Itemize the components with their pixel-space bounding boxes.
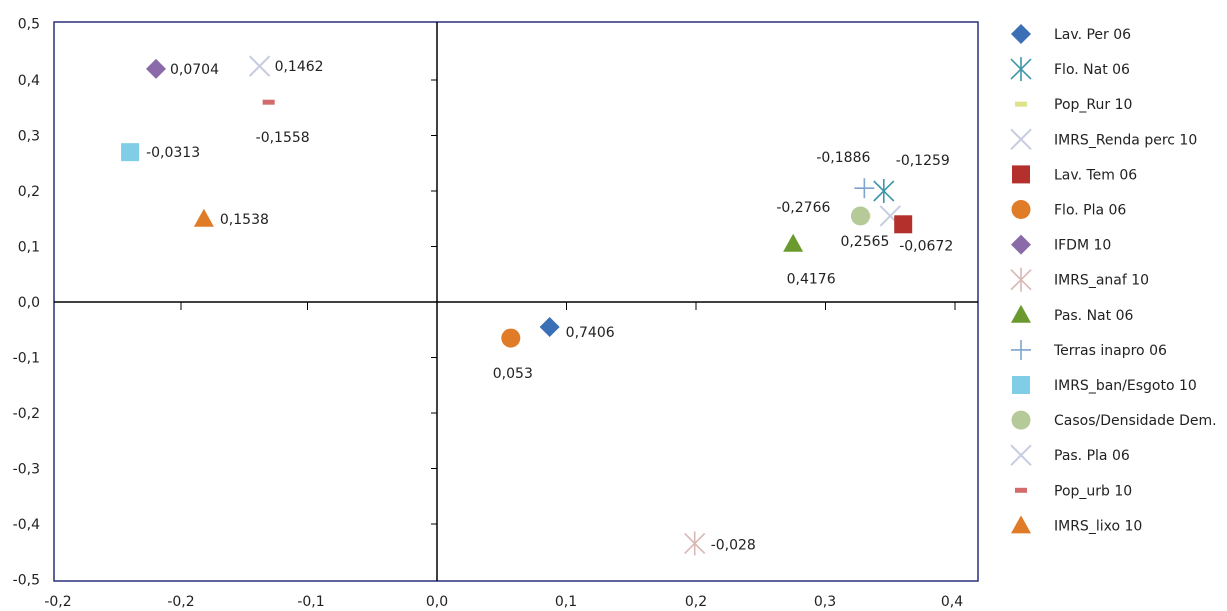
legend-marker-pop-urb-10 bbox=[1015, 487, 1027, 493]
legend: Lav. Per 06 Flo. Nat 06 Pop_Rur 10 IMRS_Ren… bbox=[1010, 24, 1217, 534]
legend-label-lav-tem-06: Lav. Tem 06 bbox=[1054, 167, 1137, 183]
data-label-casos-densidade-dem: 0,2565 bbox=[840, 234, 889, 250]
legend-label-flo-nat-06: Flo. Nat 06 bbox=[1054, 62, 1130, 78]
x-tick-label: -0,1 bbox=[297, 594, 324, 610]
legend-marker-terras-inapro-06 bbox=[1011, 339, 1031, 360]
legend-label-flo-pla-06: Flo. Pla 06 bbox=[1054, 203, 1126, 219]
point-flo-pla-06 bbox=[501, 328, 521, 348]
legend-label-lav-per-06: Lav. Per 06 bbox=[1054, 27, 1131, 43]
x-tick-label: 0,2 bbox=[685, 594, 707, 610]
data-label-imrs-lixo-10: 0,1538 bbox=[220, 212, 269, 228]
data-label-pas-nat-06: 0,4176 bbox=[787, 272, 836, 288]
point-ifdm-10 bbox=[145, 58, 166, 79]
legend-label-imrs-lixo-10: IMRS_lixo 10 bbox=[1054, 518, 1142, 534]
legend-marker-casos-densidade-dem bbox=[1011, 410, 1031, 430]
x-tick-label: -0,2 bbox=[167, 594, 194, 610]
point-terras-inapro-06 bbox=[854, 178, 875, 199]
legend-marker-imrs-ban-esgoto-10 bbox=[1012, 376, 1030, 394]
legend-marker-imrs-anaf-10 bbox=[1010, 267, 1032, 292]
y-tick-label: 0,1 bbox=[18, 240, 40, 256]
point-imrs-ban-esgoto-10 bbox=[121, 143, 140, 162]
legend-marker-pas-nat-06 bbox=[1011, 304, 1031, 323]
y-tick-label: 0,0 bbox=[18, 295, 40, 311]
legend-marker-imrs-lixo-10 bbox=[1011, 515, 1031, 534]
data-label-flo-pla-06: 0,053 bbox=[493, 366, 533, 382]
x-tick-label: 0,4 bbox=[941, 594, 963, 610]
point-lav-per-06 bbox=[539, 316, 560, 337]
legend-label-casos-densidade-dem: Casos/Densidade Dem. bbox=[1054, 413, 1217, 429]
legend-label-pas-nat-06: Pas. Nat 06 bbox=[1054, 308, 1133, 324]
point-pop-urb-10 bbox=[262, 99, 275, 105]
x-tick-label: -0,2 bbox=[44, 594, 71, 610]
data-label-lav-per-06: 0,7406 bbox=[566, 325, 615, 341]
x-tick-label: 0,3 bbox=[814, 594, 836, 610]
legend-marker-imrs-renda-perc-10 bbox=[1010, 128, 1032, 151]
y-tick-label: -0,2 bbox=[13, 406, 40, 422]
point-lav-tem-06 bbox=[894, 215, 913, 234]
data-label-ifdm-10: 0,0704 bbox=[170, 62, 219, 78]
legend-label-imrs-anaf-10: IMRS_anaf 10 bbox=[1054, 273, 1149, 289]
legend-label-pas-pla-06: Pas. Pla 06 bbox=[1054, 448, 1130, 464]
data-label-flo-nat-06: -0,1259 bbox=[896, 153, 950, 169]
legend-label-pop-rur-10: Pop_Rur 10 bbox=[1054, 97, 1132, 113]
point-imrs-lixo-10 bbox=[193, 208, 214, 227]
data-label-pop-urb-10: -0,1558 bbox=[256, 130, 310, 146]
legend-marker-lav-tem-06 bbox=[1012, 165, 1030, 184]
y-tick-label: -0,3 bbox=[13, 462, 40, 478]
y-tick-label: 0,5 bbox=[18, 17, 40, 33]
legend-marker-flo-pla-06 bbox=[1011, 200, 1031, 219]
legend-label-ifdm-10: IFDM 10 bbox=[1054, 238, 1111, 254]
x-tick-label: 0,0 bbox=[426, 594, 448, 610]
y-tick-label: 0,3 bbox=[18, 129, 40, 145]
y-tick-label: 0,2 bbox=[18, 184, 40, 200]
legend-label-imrs-renda-perc-10: IMRS_Renda perc 10 bbox=[1054, 132, 1197, 148]
point-casos-densidade-dem bbox=[850, 206, 870, 226]
annotation-label: -0,2766 bbox=[776, 200, 830, 216]
legend-marker-pas-pla-06 bbox=[1010, 444, 1032, 466]
y-tick-label: -0,4 bbox=[13, 517, 40, 533]
y-tick-label: -0,1 bbox=[13, 351, 40, 367]
legend-marker-ifdm-10 bbox=[1011, 234, 1031, 255]
data-label-lav-tem-06: -0,0672 bbox=[899, 238, 953, 254]
data-label-pas-pla-06: 0,1462 bbox=[275, 59, 324, 75]
data-label-imrs-anaf-10: -0,028 bbox=[711, 537, 756, 553]
point-flo-nat-06 bbox=[873, 179, 895, 203]
legend-label-pop-urb-10: Pop_urb 10 bbox=[1054, 483, 1132, 499]
point-imrs-anaf-10 bbox=[684, 531, 706, 556]
data-label-terras-inapro-06: -0,1886 bbox=[816, 150, 870, 166]
point-pas-nat-06 bbox=[783, 233, 804, 252]
data-label-imrs-ban-esgoto-10: -0,0313 bbox=[146, 145, 200, 161]
y-tick-label: 0,4 bbox=[18, 73, 40, 89]
point-pas-pla-06 bbox=[248, 55, 271, 77]
legend-marker-flo-nat-06 bbox=[1010, 57, 1032, 82]
legend-marker-pop-rur-10 bbox=[1015, 101, 1027, 107]
legend-marker-lav-per-06 bbox=[1011, 24, 1031, 44]
legend-label-terras-inapro-06: Terras inapro 06 bbox=[1053, 343, 1167, 359]
y-tick-label: -0,5 bbox=[13, 573, 40, 589]
x-tick-label: 0,1 bbox=[555, 594, 577, 610]
plot-area: -0,2 -0,2 -0,1 0,0 0,1 0,2 0,3 0,4 -0,5 -0,4 -0,3 -… bbox=[13, 17, 979, 610]
legend-label-imrs-ban-esgoto-10: IMRS_ban/Esgoto 10 bbox=[1054, 378, 1197, 394]
